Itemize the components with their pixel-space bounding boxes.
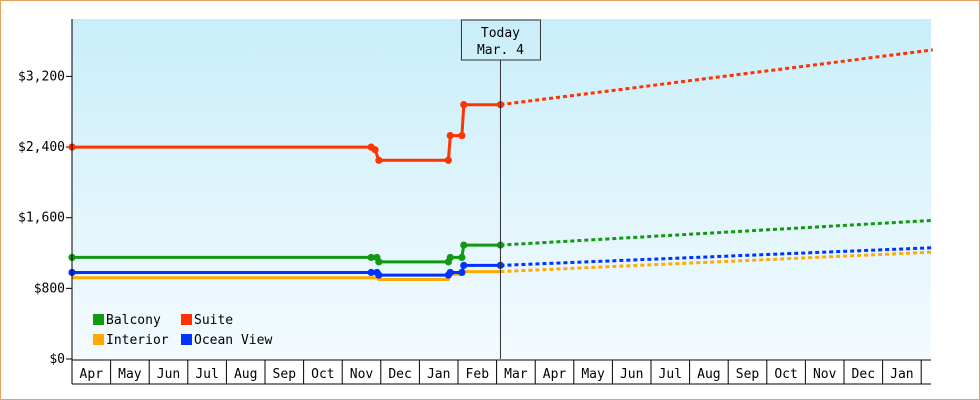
today-marker: Today Mar. 4: [460, 19, 541, 359]
data-point: [460, 261, 468, 269]
y-tick-label: $800: [34, 281, 65, 296]
data-point: [375, 271, 383, 279]
x-tick-label: Dec: [388, 367, 411, 382]
x-axis-ticks: Apr May Jun Jul Aug Sep Oct Nov Dec Jan Feb Mar Apr M…: [71, 359, 931, 385]
legend-swatch: [181, 314, 192, 325]
x-tick-label: Apr: [543, 367, 567, 382]
x-tick-label: Dec: [852, 367, 875, 382]
data-point: [371, 146, 379, 154]
x-tick-label: Apr: [80, 367, 104, 382]
data-point: [446, 268, 454, 277]
legend-item: Balcony: [93, 313, 161, 328]
x-tick-label: May: [581, 367, 605, 382]
legend-swatch: [93, 314, 104, 325]
data-point: [446, 131, 454, 140]
x-tick-label: Jun: [157, 367, 180, 382]
data-point: [458, 268, 466, 277]
data-point: [375, 258, 383, 266]
x-tick-label: Jan: [427, 367, 450, 382]
x-tick-label: Mar: [504, 367, 528, 382]
data-point: [458, 131, 466, 140]
x-tick-label: Aug: [697, 367, 720, 382]
y-tick-label: $0: [49, 352, 65, 367]
today-label: Today: [481, 26, 520, 41]
legend: Balcony Suite Interior Ocean View: [93, 313, 272, 348]
data-point: [460, 241, 468, 249]
x-tick-label: Jul: [659, 367, 682, 382]
legend-label: Balcony: [106, 313, 161, 328]
data-point: [458, 253, 466, 262]
x-tick-label: Aug: [234, 367, 257, 382]
x-tick-label: Sep: [273, 367, 297, 382]
series-projection-line: [500, 246, 933, 267]
series-projection-line: [500, 218, 933, 247]
x-tick-label: Sep: [736, 367, 760, 382]
data-point: [375, 156, 383, 164]
legend-item: Ocean View: [181, 333, 272, 348]
y-tick-label: $1,600: [18, 211, 65, 226]
x-tick-label: Nov: [813, 367, 837, 382]
x-tick-label: May: [118, 367, 142, 382]
x-tick-label: Jun: [620, 367, 643, 382]
today-label-box: [460, 19, 541, 61]
series-suite: [68, 48, 933, 164]
x-tick-label: Oct: [311, 367, 334, 382]
x-tick-label: Feb: [466, 367, 490, 382]
legend-item: Suite: [181, 313, 233, 328]
y-axis-ticks: $0 $800 $1,600 $2,400 $3,200: [18, 69, 72, 367]
y-tick-label: $3,200: [18, 69, 65, 84]
legend-item: Interior: [93, 333, 169, 348]
today-date-label: Mar. 4: [477, 43, 524, 58]
x-tick-label: Nov: [350, 367, 374, 382]
series-projection-line: [500, 250, 933, 274]
legend-label: Interior: [106, 333, 169, 348]
data-point: [444, 156, 452, 164]
data-point: [367, 253, 375, 262]
x-tick-label: Jan: [890, 367, 913, 382]
series-balcony: [68, 218, 933, 266]
plot-area: [72, 19, 931, 359]
legend-swatch: [93, 334, 104, 345]
x-tick-label: Oct: [774, 367, 797, 382]
legend-label: Suite: [194, 313, 233, 328]
y-tick-label: $2,400: [18, 140, 65, 155]
x-tick-label: Jul: [195, 367, 218, 382]
series-layer: [68, 48, 933, 281]
legend-swatch: [181, 334, 192, 345]
series-projection-line: [500, 48, 933, 107]
data-point: [367, 268, 375, 277]
data-point: [460, 101, 468, 109]
legend-label: Ocean View: [194, 333, 272, 348]
data-point: [446, 253, 454, 262]
